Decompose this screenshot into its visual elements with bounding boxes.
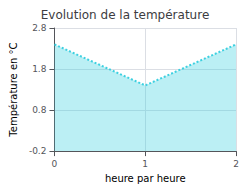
svg-text:2: 2 — [233, 159, 239, 169]
svg-text:2.8: 2.8 — [32, 23, 47, 33]
svg-text:Evolution de la température: Evolution de la température — [41, 8, 210, 22]
svg-text:heure par heure: heure par heure — [105, 173, 186, 184]
svg-text:0.8: 0.8 — [32, 105, 47, 115]
svg-text:1.8: 1.8 — [32, 64, 47, 74]
svg-text:0: 0 — [52, 159, 58, 169]
svg-text:1: 1 — [142, 159, 148, 169]
svg-text:Température en °C: Température en °C — [8, 42, 19, 137]
svg-text:-0.2: -0.2 — [29, 146, 47, 156]
